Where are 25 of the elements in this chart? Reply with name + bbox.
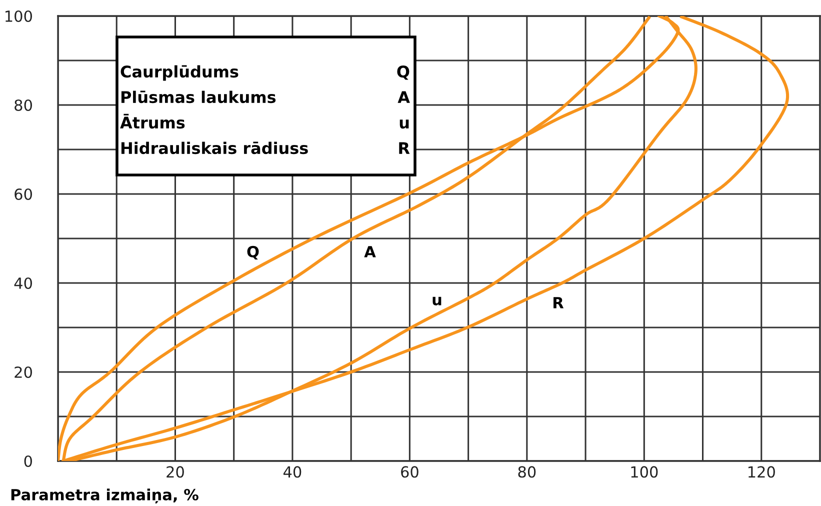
annotation: Ātrums — [120, 114, 185, 129]
annotation: u — [400, 120, 409, 129]
y-tick-label: 80 — [14, 99, 32, 112]
x-tick-label: 20 — [166, 466, 184, 478]
x-axis-title: Parametra izmaiņa, % — [11, 488, 198, 504]
annotation: R — [399, 142, 410, 154]
x-tick-label: 40 — [283, 466, 302, 478]
series-label: Q — [247, 246, 259, 260]
annotation: Hidrauliskais rādiuss — [121, 142, 308, 154]
x-tick-label: 80 — [518, 466, 536, 478]
y-tick-label: 100 — [6, 10, 32, 22]
x-tick-label: 120 — [748, 466, 775, 478]
y-tick-label: 40 — [14, 277, 32, 290]
x-tick-label: 60 — [401, 466, 418, 478]
y-tick-label: 20 — [14, 366, 32, 378]
annotation: Plūsmas laukums — [121, 90, 276, 104]
x-tick-label: 100 — [631, 466, 658, 478]
y-tick-label: 0 — [24, 455, 32, 468]
series-label: A — [364, 246, 376, 258]
annotation: A — [398, 91, 410, 103]
y-tick-label: 60 — [14, 188, 32, 200]
annotation: Caurplūdums — [120, 65, 238, 81]
annotation: Q — [397, 66, 410, 80]
series-label: u — [432, 296, 442, 306]
series-label: R — [554, 297, 564, 308]
